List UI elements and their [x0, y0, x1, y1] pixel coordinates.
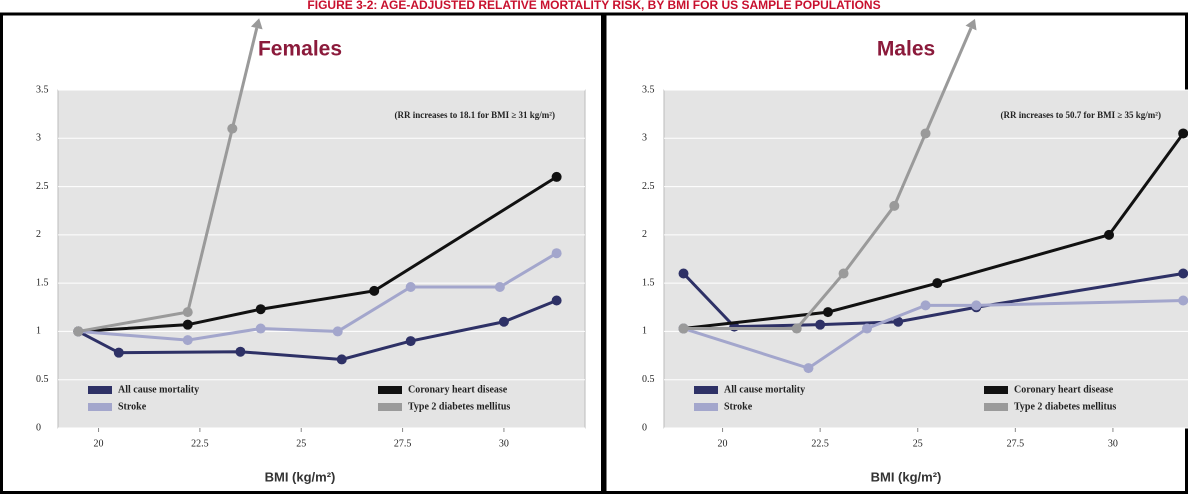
x-tick-label: 25: [913, 438, 923, 449]
legend-swatch: [88, 386, 112, 394]
x-tick-label: 20: [718, 438, 728, 449]
legend-swatch: [694, 403, 718, 411]
plot-area: [57, 89, 586, 429]
chart-title: Males: [877, 38, 935, 61]
arrow-head: [965, 18, 977, 31]
point: [498, 316, 509, 327]
x-axis-label: BMI (kg/m²): [871, 469, 942, 484]
panel-border: [0, 12, 604, 494]
y-tick-label: 2.5: [642, 181, 655, 192]
arrow: [230, 27, 259, 129]
legend-swatch: [984, 386, 1008, 394]
x-tick-label: 22.5: [191, 438, 209, 449]
legend-swatch: [694, 386, 718, 394]
point: [494, 282, 505, 293]
y-tick-label: 1.5: [36, 277, 49, 288]
legend-label: Coronary heart disease: [1014, 384, 1114, 395]
point: [889, 200, 900, 211]
point: [551, 248, 562, 259]
arrow-head: [250, 18, 263, 30]
y-tick-label: 2: [36, 229, 41, 240]
y-tick-label: 2.5: [36, 181, 49, 192]
legend-label: Stroke: [118, 401, 147, 412]
y-tick-label: 3.5: [36, 84, 49, 95]
point: [255, 304, 266, 315]
point: [920, 128, 931, 139]
figure-title: FIGURE 3-2: AGE-ADJUSTED RELATIVE MORTAL…: [307, 0, 880, 12]
y-tick-label: 0.5: [36, 374, 49, 385]
y-tick-label: 0.5: [642, 374, 655, 385]
point: [405, 336, 416, 347]
chart-title: Females: [258, 38, 342, 61]
legend-swatch: [378, 386, 402, 394]
legend-label: Type 2 diabetes mellitus: [1014, 401, 1116, 412]
point: [255, 323, 266, 334]
point: [235, 346, 246, 357]
x-tick-label: 27.5: [1007, 438, 1025, 449]
x-tick-label: 30: [499, 438, 509, 449]
point: [838, 268, 849, 279]
line: [682, 272, 1184, 329]
point: [678, 268, 689, 279]
y-tick-label: 3.5: [642, 84, 655, 95]
point: [332, 326, 343, 337]
y-tick-label: 0: [36, 422, 41, 433]
point: [551, 295, 562, 306]
point: [893, 316, 904, 327]
y-tick-label: 1: [642, 326, 647, 337]
y-tick-label: 3: [642, 133, 647, 144]
y-tick-label: 2: [642, 229, 647, 240]
x-tick-label: 25: [296, 438, 306, 449]
x-tick-label: 20: [94, 438, 104, 449]
point: [932, 278, 943, 289]
point: [1104, 229, 1115, 240]
x-tick-label: 30: [1108, 438, 1118, 449]
x-tick-label: 27.5: [394, 438, 412, 449]
point: [678, 323, 689, 334]
point: [1178, 295, 1188, 306]
point: [551, 171, 562, 182]
arrow: [924, 27, 973, 135]
point: [861, 323, 872, 334]
point: [182, 319, 193, 330]
y-tick-label: 0: [642, 422, 647, 433]
legend-label: All cause mortality: [118, 384, 199, 395]
x-axis-label: BMI (kg/m²): [265, 469, 336, 484]
point: [73, 326, 84, 337]
point: [369, 285, 380, 296]
point: [822, 307, 833, 318]
point: [815, 319, 826, 330]
point: [336, 354, 347, 365]
legend-swatch: [378, 403, 402, 411]
line: [683, 299, 1184, 370]
legend-swatch: [984, 403, 1008, 411]
legend-label: Stroke: [724, 401, 753, 412]
legend-label: All cause mortality: [724, 384, 805, 395]
point: [182, 307, 193, 318]
point: [113, 347, 124, 358]
point: [405, 282, 416, 293]
point: [182, 335, 193, 346]
legend-swatch: [88, 403, 112, 411]
annotation: (RR increases to 18.1 for BMI ≥ 31 kg/m²…: [394, 110, 555, 120]
legend-label: Type 2 diabetes mellitus: [408, 401, 510, 412]
x-tick-label: 22.5: [811, 438, 829, 449]
legend-label: Coronary heart disease: [408, 384, 508, 395]
point: [1178, 128, 1188, 139]
point: [971, 300, 982, 311]
point: [1178, 268, 1188, 279]
y-tick-label: 1: [36, 326, 41, 337]
point: [920, 300, 931, 311]
y-tick-label: 3: [36, 133, 41, 144]
plot-area: [663, 89, 1188, 429]
y-tick-label: 1.5: [642, 277, 655, 288]
point: [803, 363, 814, 374]
point: [791, 323, 802, 334]
annotation: (RR increases to 50.7 for BMI ≥ 35 kg/m²…: [1000, 110, 1161, 120]
point: [227, 123, 238, 134]
